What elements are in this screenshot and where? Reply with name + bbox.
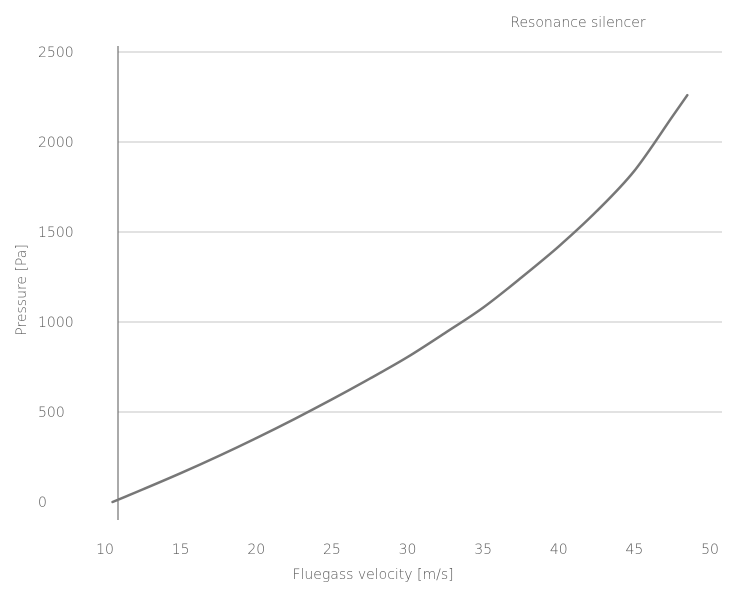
x-tick-label: 45 [625,542,643,558]
x-tick-label: 35 [474,542,492,558]
y-tick-labels: 0 500 1000 1500 2000 2500 [38,45,74,511]
chart-title: Resonance silencer [510,15,646,31]
x-axis-label: Fluegass velocity [m/s] [292,567,453,583]
x-tick-label: 30 [399,542,417,558]
y-tick-label: 500 [38,405,65,421]
y-tick-label: 2500 [38,45,74,61]
x-tick-label: 50 [701,542,719,558]
series-line [111,93,689,504]
y-axis-label: Pressure [Pa] [14,244,30,336]
x-tick-label: 10 [96,542,114,558]
y-tick-label: 1500 [38,225,74,241]
y-tick-label: 0 [38,495,47,511]
x-tick-label: 25 [323,542,341,558]
grid-lines [118,51,722,413]
x-tick-label: 40 [550,542,568,558]
x-tick-labels: 10 15 20 25 30 35 40 45 50 [96,542,719,558]
x-tick-label: 15 [172,542,190,558]
y-tick-label: 1000 [38,315,74,331]
y-tick-label: 2000 [38,135,74,151]
x-tick-label: 20 [247,542,265,558]
